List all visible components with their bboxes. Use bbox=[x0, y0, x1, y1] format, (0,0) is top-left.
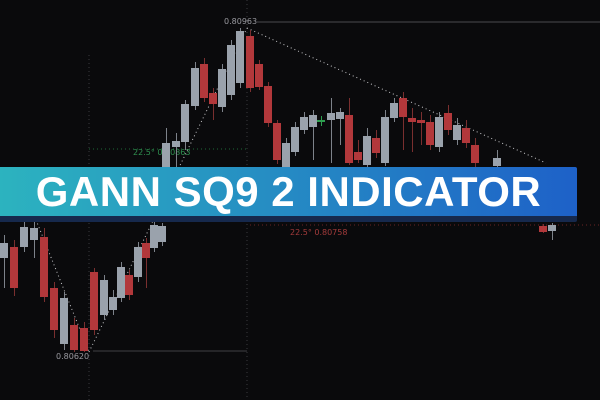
candlestick-bear bbox=[70, 325, 78, 350]
candlestick-bull bbox=[381, 117, 389, 163]
candlestick-bear bbox=[462, 128, 470, 143]
candlestick-bull bbox=[172, 141, 180, 147]
promo-banner: GANN SQ9 2 INDICATOR bbox=[0, 167, 577, 222]
candle-wick bbox=[358, 140, 359, 163]
banner-gradient: GANN SQ9 2 INDICATOR bbox=[0, 167, 577, 216]
candlestick-bear bbox=[417, 120, 425, 123]
candle-wick bbox=[313, 110, 314, 160]
candlestick-bull bbox=[336, 112, 344, 119]
candlestick-bear bbox=[273, 123, 281, 160]
candle-wick bbox=[412, 108, 413, 152]
candlestick-bull bbox=[493, 158, 501, 166]
candlestick-bear bbox=[10, 247, 18, 288]
candlestick-bear bbox=[200, 64, 208, 98]
candlestick-bear bbox=[399, 98, 407, 117]
candlestick-bull bbox=[0, 243, 8, 258]
candlestick-bear bbox=[345, 115, 353, 163]
candlestick-bull bbox=[60, 298, 68, 344]
candlestick-bull bbox=[181, 104, 189, 142]
candle-wick bbox=[552, 223, 553, 240]
candlestick-bear bbox=[142, 243, 150, 258]
candle-wick bbox=[4, 235, 5, 288]
price-label-low-level: 0.80620 bbox=[56, 352, 90, 361]
candlestick-bull bbox=[291, 127, 299, 152]
candlestick-bull bbox=[158, 226, 166, 242]
candle-wick bbox=[176, 133, 177, 167]
candlestick-bull bbox=[218, 69, 226, 107]
candlestick-bull bbox=[453, 125, 461, 140]
price-label-gann-22-5-lower: 22.5° 0.80758 bbox=[290, 228, 348, 237]
candlestick-bull bbox=[117, 267, 125, 298]
zigzag-segment-2 bbox=[246, 27, 547, 164]
candlestick-bull bbox=[282, 143, 290, 167]
candlestick-bear bbox=[125, 275, 133, 295]
candlestick-bull bbox=[20, 227, 28, 247]
banner-title: GANN SQ9 2 INDICATOR bbox=[35, 167, 542, 215]
candlestick-bull bbox=[191, 68, 199, 106]
candlestick-bear bbox=[80, 328, 88, 351]
candlestick-bull bbox=[162, 143, 170, 167]
candlestick-bear bbox=[255, 64, 263, 87]
candlestick-bull bbox=[134, 247, 142, 277]
candlestick-bear bbox=[50, 288, 58, 330]
candlestick-bear bbox=[40, 237, 48, 297]
candlestick-bull bbox=[109, 297, 117, 310]
candle-wick bbox=[34, 222, 35, 258]
banner-accent-strip bbox=[0, 216, 577, 222]
candle-wick bbox=[421, 112, 422, 145]
candlestick-bull bbox=[327, 113, 335, 120]
candlestick-bear bbox=[90, 272, 98, 330]
price-label-high-level: 0.80963 bbox=[224, 17, 258, 26]
candlestick-bull bbox=[30, 228, 38, 240]
candlestick-bear bbox=[264, 86, 272, 123]
candlestick-bull bbox=[100, 280, 108, 315]
candlestick-bear bbox=[372, 138, 380, 153]
candle-wick bbox=[403, 92, 404, 150]
candlestick-bear bbox=[471, 145, 479, 163]
candlestick-bear bbox=[426, 122, 434, 145]
candlestick-bull bbox=[309, 115, 317, 127]
candlestick-bear bbox=[246, 36, 254, 88]
candlestick-bear bbox=[539, 226, 547, 232]
candle-wick bbox=[331, 98, 332, 163]
price-label-gann-22-5-upper: 22.5° 0.80863 bbox=[133, 148, 191, 157]
candlestick-bear bbox=[209, 93, 217, 104]
candlestick-bear bbox=[408, 118, 416, 122]
candle-wick bbox=[213, 88, 214, 120]
candlestick-bull bbox=[227, 45, 235, 95]
candlestick-bull bbox=[390, 103, 398, 118]
candlestick-bull bbox=[300, 117, 308, 130]
candle-wick bbox=[146, 238, 147, 288]
candlestick-doji bbox=[317, 120, 325, 122]
candlestick-bull bbox=[236, 31, 244, 83]
candlestick-bear bbox=[444, 113, 452, 130]
candlestick-bull bbox=[435, 117, 443, 147]
candle-wick bbox=[340, 108, 341, 145]
candlestick-bull bbox=[548, 225, 556, 231]
candlestick-bear bbox=[354, 152, 362, 160]
candlestick-bull bbox=[150, 225, 158, 248]
candlestick-bull bbox=[363, 136, 371, 165]
